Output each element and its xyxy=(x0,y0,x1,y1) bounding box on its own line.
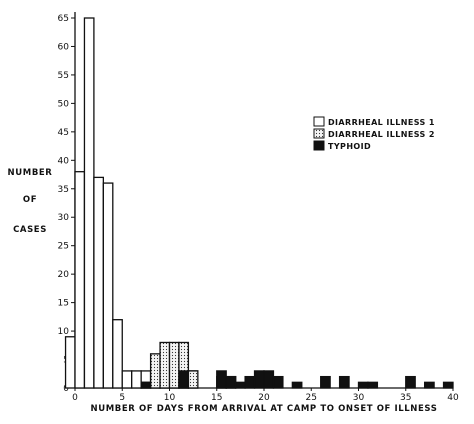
x-tick-label: 15 xyxy=(211,393,222,403)
bar-typhoid xyxy=(216,370,227,389)
x-tick-label: 30 xyxy=(353,393,365,403)
bar-typhoid xyxy=(291,381,303,389)
bar-typhoid xyxy=(225,375,237,389)
bar-typhoid xyxy=(338,375,350,389)
x-tick-label: 20 xyxy=(258,393,270,403)
y-tick-label: 60 xyxy=(58,42,70,52)
x-tick-label: 5 xyxy=(119,393,125,403)
histogram-bars xyxy=(64,17,454,389)
y-tick-label: 0 xyxy=(63,384,69,394)
bar-diarrheal-illness-2 xyxy=(159,341,171,389)
legend-label-typhoid: TYPHOID xyxy=(328,142,371,151)
x-tick-label: 10 xyxy=(164,393,176,403)
bar-diarrheal-illness-1 xyxy=(74,171,86,389)
y-tick-label: 65 xyxy=(58,14,69,24)
legend-swatch-diarrheal-illness-2 xyxy=(313,128,325,139)
y-axis-label-line-2: OF xyxy=(23,195,37,205)
y-tick-label: 25 xyxy=(58,242,69,252)
bar-typhoid xyxy=(178,370,190,389)
legend: DIARRHEAL ILLNESS 1 DIARRHEAL ILLNESS 2 TY… xyxy=(313,116,435,151)
y-axis-label-line-1: NUMBER xyxy=(8,168,53,178)
y-tick-label: 20 xyxy=(58,270,70,280)
y-axis-label-line-3: CASES xyxy=(13,225,47,235)
x-tick-label: 40 xyxy=(447,393,459,403)
y-axis-label: NUMBER OF CASES xyxy=(8,168,53,235)
bar-diarrheal-illness-1 xyxy=(131,370,142,389)
x-tick-label: 35 xyxy=(400,393,411,403)
bar-typhoid xyxy=(423,381,435,389)
y-tick-label: 40 xyxy=(58,156,70,166)
x-axis-label: NUMBER OF DAYS FROM ARRIVAL AT CAMP TO O… xyxy=(90,404,437,414)
y-tick-label: 30 xyxy=(58,213,70,223)
bar-typhoid xyxy=(405,375,416,389)
bar-typhoid xyxy=(357,381,369,389)
bar-diarrheal-illness-1 xyxy=(93,176,105,389)
y-tick-label: 50 xyxy=(58,99,70,109)
legend-label-diarrheal-illness-2: DIARRHEAL ILLNESS 2 xyxy=(328,130,435,139)
bar-typhoid xyxy=(320,375,331,389)
y-tick-label: 55 xyxy=(58,71,69,81)
x-tick-label: 25 xyxy=(306,393,317,403)
bar-diarrheal-illness-2 xyxy=(187,370,199,389)
bar-diarrheal-illness-1 xyxy=(112,319,123,389)
bar-typhoid xyxy=(367,381,379,389)
bar-typhoid xyxy=(253,370,265,389)
y-tick-label: 45 xyxy=(58,128,69,138)
bar-typhoid xyxy=(140,381,152,389)
bar-diarrheal-illness-2 xyxy=(168,341,180,389)
bar-diarrheal-illness-2 xyxy=(149,353,161,389)
bar-diarrheal-illness-1 xyxy=(83,17,95,389)
legend-swatch-diarrheal-illness-1 xyxy=(313,116,325,127)
bar-typhoid xyxy=(263,370,275,389)
y-tick-label: 15 xyxy=(58,299,69,309)
bar-diarrheal-illness-1 xyxy=(64,336,76,389)
bar-diarrheal-illness-1 xyxy=(102,182,114,389)
y-tick-label: 35 xyxy=(58,185,69,195)
bar-typhoid xyxy=(234,381,246,389)
bar-typhoid xyxy=(272,375,284,389)
x-tick-label: 0 xyxy=(72,393,78,403)
bar-diarrheal-illness-1 xyxy=(121,370,133,389)
bar-typhoid xyxy=(442,381,454,389)
legend-label-diarrheal-illness-1: DIARRHEAL ILLNESS 1 xyxy=(328,118,435,127)
y-tick-label: 10 xyxy=(58,327,70,337)
bar-typhoid xyxy=(244,375,256,389)
legend-swatch-typhoid xyxy=(313,140,325,151)
